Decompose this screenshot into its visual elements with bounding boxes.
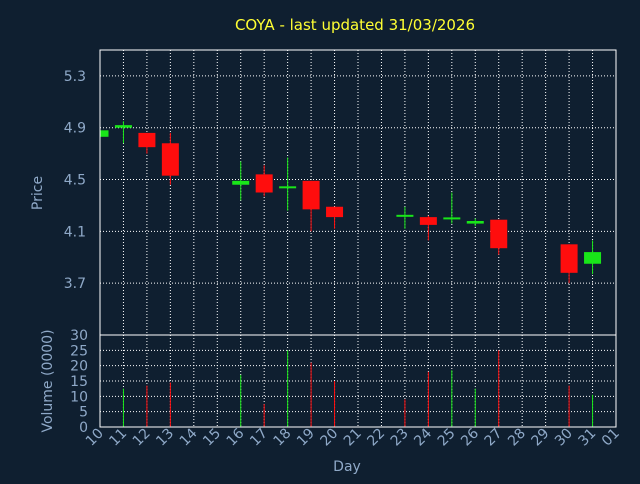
- day-tick-label: 28: [505, 426, 529, 450]
- candle-body: [560, 244, 578, 273]
- candle-body: [302, 180, 320, 210]
- day-tick-label: 30: [552, 426, 576, 450]
- day-tick-label: 13: [153, 426, 177, 450]
- candles: [99, 121, 602, 284]
- day-tick-label: 19: [294, 426, 318, 450]
- price-tick-label: 4.5: [64, 173, 86, 189]
- volume-tick-label: 0: [79, 420, 88, 436]
- candle-body: [443, 217, 461, 220]
- candle-body: [466, 221, 484, 224]
- axes-frame: [99, 49, 617, 428]
- volume-frame: [99, 334, 617, 428]
- day-axis-label: Day: [333, 459, 361, 475]
- day-tick-label: 27: [482, 426, 506, 450]
- price-tick-label: 5.3: [64, 69, 86, 85]
- price-tick-label: 4.9: [64, 121, 86, 137]
- candle-body: [232, 180, 250, 185]
- volume-tick-label: 25: [70, 343, 88, 359]
- day-tick-label: 11: [106, 426, 130, 450]
- chart-title: COYA - last updated 31/03/2026: [235, 16, 475, 34]
- day-tick-label: 15: [200, 426, 224, 450]
- price-gridlines: [99, 50, 617, 335]
- candle-body: [490, 219, 508, 249]
- day-tick-label: 23: [388, 426, 412, 450]
- volume-tick-label: 10: [70, 389, 88, 405]
- price-axis-label: Price: [30, 176, 46, 210]
- day-tick-label: 16: [224, 425, 248, 449]
- day-tick-label: 01: [599, 426, 623, 450]
- candle-body: [279, 186, 297, 189]
- day-tick-label: 14: [177, 425, 201, 449]
- day-tick-label: 26: [458, 425, 482, 449]
- candle-body: [161, 143, 179, 176]
- volume-tick-label: 15: [70, 374, 88, 390]
- day-tick-label: 18: [271, 426, 295, 450]
- volume-gridlines: [99, 334, 617, 428]
- candle-body: [114, 125, 132, 128]
- day-tick-label: 25: [435, 426, 459, 450]
- day-tick-label: 24: [411, 425, 435, 449]
- candle-body: [255, 174, 273, 193]
- candle-body: [419, 217, 437, 225]
- price-tick-labels: 3.7 4.1 4.5 4.9 5.3: [64, 69, 86, 292]
- candle-body: [326, 206, 344, 218]
- day-tick-label: 12: [130, 426, 154, 450]
- volume-bars: [122, 350, 594, 427]
- day-tick-label: 31: [575, 426, 599, 450]
- day-tick-label: 29: [529, 426, 553, 450]
- candle-body: [100, 130, 109, 137]
- price-tick-label: 3.7: [64, 276, 86, 292]
- candle-body: [396, 214, 414, 217]
- price-tick-label: 4.1: [64, 224, 86, 240]
- day-tick-labels: 10 11 12 13 14 15 16 17 18 19 20 21 22 23 24 25 26 27 28 29…: [83, 425, 623, 449]
- day-tick-label: 21: [341, 426, 365, 450]
- volume-tick-label: 30: [70, 328, 88, 344]
- candle-body: [584, 252, 602, 264]
- volume-tick-label: 5: [79, 405, 88, 421]
- day-tick-label: 22: [364, 426, 388, 450]
- day-tick-label: 20: [317, 426, 341, 450]
- volume-tick-label: 20: [70, 359, 88, 375]
- candle-body: [138, 132, 156, 148]
- volume-axis-label: Volume (0000): [40, 329, 56, 432]
- day-tick-label: 17: [247, 426, 271, 450]
